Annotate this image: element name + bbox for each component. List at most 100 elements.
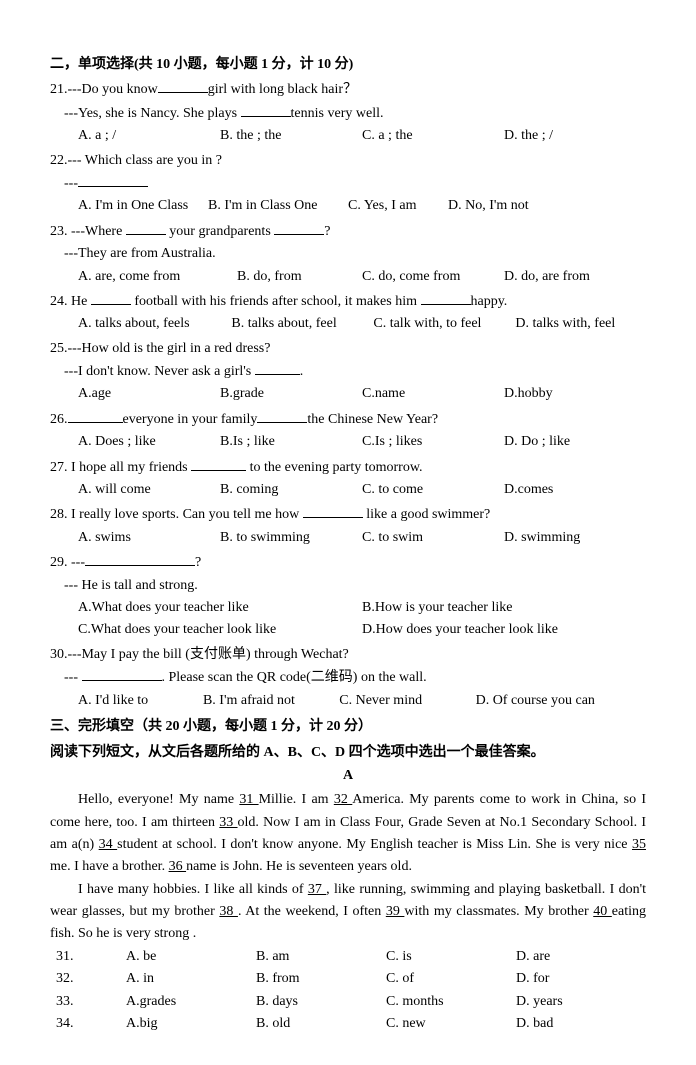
q27-options: A. will come B. coming C. to come D.come… [50, 479, 646, 501]
p1a: Hello, everyone! My name [78, 792, 239, 807]
c33-d[interactable]: D. years [516, 991, 646, 1013]
c34-b[interactable]: B. old [256, 1013, 386, 1035]
q24-t1c: happy. [471, 294, 508, 309]
q23-options: A. are, come from B. do, from C. do, com… [50, 266, 646, 288]
q22-d[interactable]: D. No, I'm not [448, 195, 548, 217]
q26-a[interactable]: A. Does ; like [78, 431, 220, 453]
c33-a[interactable]: A.grades [126, 991, 256, 1013]
cloze-options: 31. A. be B. am C. is D. are 32. A. in B… [50, 946, 646, 1036]
q24-a[interactable]: A. talks about, feels [78, 313, 231, 335]
q27-b[interactable]: B. coming [220, 479, 362, 501]
q22-a[interactable]: A. I'm in One Class [78, 195, 208, 217]
q27-c[interactable]: C. to come [362, 479, 504, 501]
q29-t1b: ? [195, 555, 201, 570]
q22-c[interactable]: C. Yes, I am [348, 195, 448, 217]
blank-33: 33 [219, 815, 237, 830]
q24-c[interactable]: C. talk with, to feel [373, 313, 515, 335]
q21-line2: ---Yes, she is Nancy. She plays tennis v… [50, 102, 646, 125]
q21-line1: 21.---Do you knowgirl with long black ha… [50, 78, 646, 101]
q28-t1a: I really love sports. Can you tell me ho… [71, 507, 303, 522]
q30-d[interactable]: D. Of course you can [476, 690, 646, 712]
q21-a[interactable]: A. a ; / [78, 125, 220, 147]
q26-b[interactable]: B.Is ; like [220, 431, 362, 453]
q30-t2a: --- [64, 670, 82, 685]
c32-c[interactable]: C. of [386, 968, 516, 990]
q23-a[interactable]: A. are, come from [78, 266, 237, 288]
c34-c[interactable]: C. new [386, 1013, 516, 1035]
blank-36: 36 [169, 859, 187, 874]
c31-b[interactable]: B. am [256, 946, 386, 968]
blank-35: 35 [632, 837, 646, 852]
c34-a[interactable]: A.big [126, 1013, 256, 1035]
q29-num: 29. [50, 555, 68, 570]
section2-title: 二，单项选择(共 10 小题，每小题 1 分，计 10 分) [50, 54, 646, 76]
c32-a[interactable]: A. in [126, 968, 256, 990]
blank [241, 102, 291, 117]
q28-a[interactable]: A. swims [78, 527, 220, 549]
q30-b[interactable]: B. I'm afraid not [203, 690, 339, 712]
blank [303, 503, 363, 518]
blank-39: 39 [386, 904, 405, 919]
q29-t1: --- [71, 555, 85, 570]
c33-b[interactable]: B. days [256, 991, 386, 1013]
c32-b[interactable]: B. from [256, 968, 386, 990]
p1f: me. I have a brother. [50, 859, 169, 874]
q23: 23. ---Where your grandparents ? ---They… [50, 220, 646, 288]
q28-d[interactable]: D. swimming [504, 527, 646, 549]
c31-d[interactable]: D. are [516, 946, 646, 968]
q26-t1c: the Chinese New Year? [307, 412, 438, 427]
c33-num: 33. [56, 991, 126, 1013]
c33-c[interactable]: C. months [386, 991, 516, 1013]
q23-c[interactable]: C. do, come from [362, 266, 504, 288]
q25-line1: 25.---How old is the girl in a red dress… [50, 338, 646, 360]
c34-d[interactable]: D. bad [516, 1013, 646, 1035]
q22-b[interactable]: B. I'm in Class One [208, 195, 348, 217]
q21-options: A. a ; / B. the ; the C. a ; the D. the … [50, 125, 646, 147]
q21-c[interactable]: C. a ; the [362, 125, 504, 147]
q26: 26.everyone in your familythe Chinese Ne… [50, 408, 646, 454]
cloze-row-31: 31. A. be B. am C. is D. are [56, 946, 646, 968]
q22: 22.--- Which class are you in ? --- A. I… [50, 150, 646, 218]
q21-num: 21. [50, 82, 68, 97]
q25-c[interactable]: C.name [362, 383, 504, 405]
q29-a[interactable]: A.What does your teacher like [78, 597, 362, 619]
q25-t2a: ---I don't know. Never ask a girl's [64, 364, 255, 379]
q30-line2: --- . Please scan the QR code(二维码) on th… [50, 666, 646, 689]
p2a: I have many hobbies. I like all kinds of [78, 882, 308, 897]
q21-t1a: ---Do you know [68, 82, 158, 97]
q28-line1: 28. I really love sports. Can you tell m… [50, 503, 646, 526]
q21-d[interactable]: D. the ; / [504, 125, 646, 147]
q25-d[interactable]: D.hobby [504, 383, 646, 405]
q28-c[interactable]: C. to swim [362, 527, 504, 549]
q24-d[interactable]: D. talks with, feel [515, 313, 646, 335]
q29-b[interactable]: B.How is your teacher like [362, 597, 646, 619]
blank-40: 40 [593, 904, 612, 919]
q30-t1: ---May I pay the bill (支付账单) through Wec… [68, 647, 349, 662]
q29-d[interactable]: D.How does your teacher look like [362, 619, 646, 641]
q23-d[interactable]: D. do, are from [504, 266, 646, 288]
q28-b[interactable]: B. to swimming [220, 527, 362, 549]
q23-t2: ---They are from Australia. [64, 246, 216, 261]
p1b: Millie. I am [259, 792, 334, 807]
q30-a[interactable]: A. I'd like to [78, 690, 203, 712]
q25-a[interactable]: A.age [78, 383, 220, 405]
q26-num: 26. [50, 412, 68, 427]
q26-d[interactable]: D. Do ; like [504, 431, 646, 453]
q29-c[interactable]: C.What does your teacher look like [78, 619, 362, 641]
q21-b[interactable]: B. the ; the [220, 125, 362, 147]
q25-t2b: . [300, 364, 304, 379]
q27-d[interactable]: D.comes [504, 479, 646, 501]
q22-t1: --- Which class are you in ? [68, 153, 222, 168]
q25-options: A.age B.grade C.name D.hobby [50, 383, 646, 405]
c31-c[interactable]: C. is [386, 946, 516, 968]
c32-d[interactable]: D. for [516, 968, 646, 990]
q26-c[interactable]: C.Is ; likes [362, 431, 504, 453]
q24-b[interactable]: B. talks about, feel [231, 313, 373, 335]
c31-a[interactable]: A. be [126, 946, 256, 968]
p2c: . At the weekend, I often [238, 904, 386, 919]
q30-c[interactable]: C. Never mind [339, 690, 475, 712]
q27-a[interactable]: A. will come [78, 479, 220, 501]
q23-b[interactable]: B. do, from [237, 266, 362, 288]
q25-b[interactable]: B.grade [220, 383, 362, 405]
q23-t1b: your grandparents [166, 224, 274, 239]
